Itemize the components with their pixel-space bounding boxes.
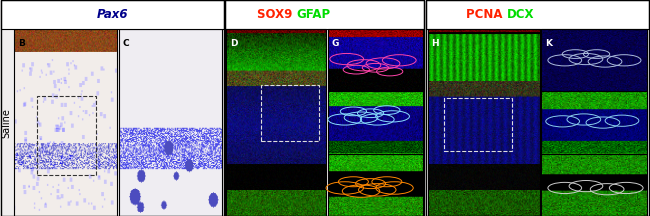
Bar xyxy=(226,29,326,216)
Bar xyxy=(541,154,647,216)
Bar xyxy=(261,85,318,141)
Bar xyxy=(328,29,423,91)
Text: SOX9: SOX9 xyxy=(257,8,297,21)
Bar xyxy=(541,29,647,91)
Text: DCX: DCX xyxy=(506,8,534,21)
Bar xyxy=(445,98,512,151)
Bar xyxy=(428,29,540,216)
Bar xyxy=(37,96,96,175)
Bar xyxy=(541,91,647,154)
Text: Pax6: Pax6 xyxy=(96,8,128,21)
Bar xyxy=(426,0,649,216)
Bar xyxy=(14,29,117,216)
Bar xyxy=(426,0,649,29)
Text: K: K xyxy=(545,38,552,48)
Text: G: G xyxy=(332,38,339,48)
Text: H: H xyxy=(432,38,439,48)
Bar xyxy=(328,154,423,216)
Text: GFAP: GFAP xyxy=(297,8,331,21)
Bar xyxy=(225,0,424,29)
Bar xyxy=(119,29,222,216)
Text: PCNA: PCNA xyxy=(466,8,506,21)
Text: B: B xyxy=(18,38,25,48)
Text: C: C xyxy=(123,38,129,48)
Bar xyxy=(328,91,423,154)
Bar xyxy=(1,0,224,216)
Text: D: D xyxy=(230,38,238,48)
Text: Saline: Saline xyxy=(1,108,12,138)
Bar xyxy=(225,0,424,216)
Bar xyxy=(1,0,224,29)
